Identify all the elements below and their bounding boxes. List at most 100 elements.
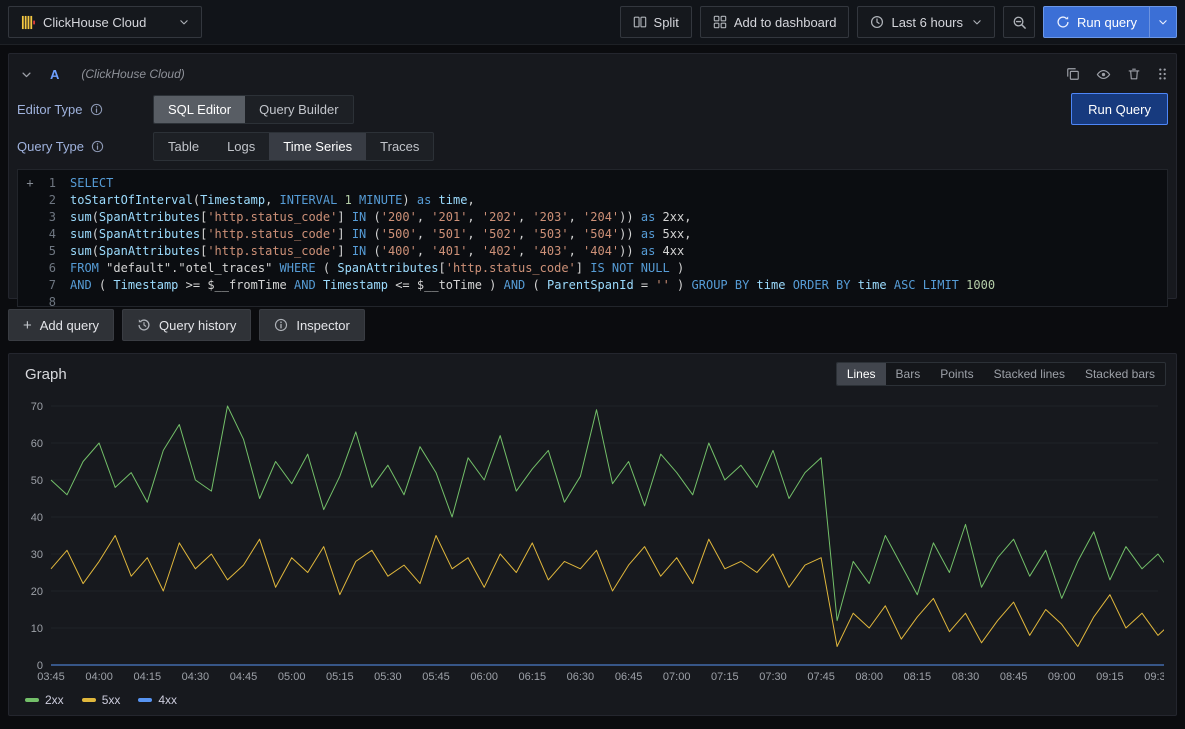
datasource-name: ClickHouse Cloud [43, 14, 147, 30]
x-tick-label: 05:15 [326, 671, 354, 683]
x-tick-label: 05:45 [422, 671, 450, 683]
zoom-out-button[interactable] [1003, 6, 1036, 38]
editor-type-query-builder[interactable]: Query Builder [259, 101, 339, 117]
query-type-logs[interactable]: Logs [227, 138, 256, 154]
x-tick-label: 06:00 [470, 671, 498, 683]
gutter-space [22, 192, 38, 209]
x-tick-label: 05:00 [278, 671, 306, 683]
datasource-picker[interactable]: ClickHouse Cloud [8, 6, 203, 38]
timeseries-chart[interactable]: 0 10 20 30 40 50 60 70 03:45 04:00 04:15 04:30 04:45… [21, 398, 1164, 687]
code-line: 7 AND ( Timestamp >= $__fromTime AND Time… [22, 277, 1161, 294]
gutter-space [22, 277, 38, 294]
line-number: 1 [48, 176, 56, 190]
line-number: 8 [48, 295, 56, 307]
collapse-chevron-icon[interactable] [17, 69, 36, 80]
x-tick-label: 08:30 [952, 671, 980, 683]
query-type-traces[interactable]: Traces [380, 138, 420, 154]
query-history-label: Query history [159, 317, 237, 333]
query-type-table[interactable]: Table [168, 138, 200, 154]
code-line: +1 SELECT [22, 175, 1161, 192]
drag-handle-icon[interactable] [1157, 67, 1168, 81]
duplicate-query-icon[interactable] [1066, 67, 1080, 81]
x-tick-label: 07:45 [807, 671, 835, 683]
editor-type-row: Editor Type SQL Editor Query Builder Run… [17, 93, 1168, 125]
editor-type-sql-editor[interactable]: SQL Editor [154, 95, 246, 123]
split-button[interactable]: Split [619, 6, 692, 38]
query-type-label: Query Type [17, 138, 84, 154]
graph-mode-stacked-lines[interactable]: Stacked lines [993, 367, 1065, 381]
line-number: 4 [48, 227, 56, 241]
graph-mode-lines[interactable]: Lines [836, 363, 886, 385]
chart-area[interactable]: 0 10 20 30 40 50 60 70 03:45 04:00 04:15 04:30 04:45… [21, 398, 1164, 687]
line-number: 3 [48, 210, 56, 224]
query-ref-id[interactable]: A [50, 66, 60, 82]
x-tick-label: 09:00 [1048, 671, 1076, 683]
gutter-space [22, 294, 38, 306]
delete-query-trash-icon[interactable] [1127, 67, 1141, 81]
time-range-label: Last 6 hours [891, 14, 964, 30]
code-line: 2 toStartOfInterval(Timestamp, INTERVAL 1… [22, 192, 1161, 209]
split-icon [633, 15, 647, 29]
graph-mode-bars[interactable]: Bars [895, 367, 921, 381]
code-text: sum(SpanAttributes['http.status_code'] I… [70, 244, 685, 258]
y-tick-label: 0 [37, 660, 43, 672]
query-type-row: Query Type Table Logs Time Series Traces [17, 130, 1168, 162]
editor-type-toggle: SQL Editor Query Builder [153, 94, 354, 124]
query-history-button[interactable]: Query history [122, 309, 252, 341]
graph-mode-selector: Lines Bars Points Stacked lines Stacked … [835, 362, 1166, 386]
code-lines: +1 SELECT 2 toStartOfInterval(Timestamp, IN… [22, 175, 1161, 307]
button-divider [1149, 7, 1150, 37]
code-text: sum(SpanAttributes['http.status_code'] I… [70, 210, 692, 224]
topbar-right: Split Add to dashboard Last 6 hours [619, 6, 1177, 38]
dashboard-grid-icon [713, 15, 727, 29]
series-line-2xx[interactable] [50, 405, 1164, 622]
run-query-main[interactable]: Run query [1044, 7, 1149, 37]
hide-query-eye-icon[interactable] [1096, 67, 1111, 82]
run-query-dropdown[interactable] [1150, 7, 1176, 37]
time-range-picker[interactable]: Last 6 hours [857, 6, 996, 38]
query-datasource-hint: (ClickHouse Cloud) [81, 67, 185, 81]
zoom-out-icon [1012, 15, 1027, 30]
editor-type-label: Editor Type [17, 101, 83, 117]
code-text: toStartOfInterval(Timestamp, INTERVAL 1 … [70, 193, 475, 207]
x-tick-label: 06:30 [567, 671, 595, 683]
panel-run-query-button[interactable]: Run Query [1071, 93, 1168, 125]
legend-label: 2xx [45, 693, 64, 707]
code-line: 8 [22, 294, 1161, 307]
x-tick-label: 09:30 [1144, 671, 1164, 683]
plus-icon: + [23, 316, 32, 334]
legend-label: 5xx [101, 693, 121, 707]
add-line-icon[interactable]: + [26, 176, 34, 190]
graph-panel: Graph Lines Bars Points Stacked lines St… [8, 353, 1177, 716]
graph-mode-points[interactable]: Points [940, 367, 974, 381]
query-type-time-series[interactable]: Time Series [269, 132, 367, 160]
x-tick-label: 04:15 [134, 671, 162, 683]
code-line: 5 sum(SpanAttributes['http.status_code'] … [22, 243, 1161, 260]
graph-mode-stacked-bars[interactable]: Stacked bars [1084, 367, 1155, 381]
line-number: 7 [48, 278, 56, 292]
clock-icon [870, 15, 884, 29]
run-query-button[interactable]: Run query [1043, 6, 1177, 38]
inspector-button[interactable]: Inspector [259, 309, 365, 341]
topbar-left: ClickHouse Cloud [8, 6, 203, 38]
info-icon [274, 318, 288, 332]
chevron-down-icon [179, 17, 189, 27]
legend-label: 4xx [158, 693, 178, 707]
legend-item-2xx[interactable]: 2xx [25, 693, 64, 707]
x-tick-label: 04:30 [182, 671, 210, 683]
x-tick-label: 06:45 [615, 671, 643, 683]
info-icon[interactable] [91, 140, 104, 153]
series-line-5xx[interactable] [50, 535, 1164, 647]
x-tick-label: 06:15 [519, 671, 547, 683]
legend-item-4xx[interactable]: 4xx [138, 693, 177, 707]
chart-legend: 2xx 5xx 4xx [25, 693, 177, 707]
legend-item-5xx[interactable]: 5xx [81, 693, 121, 707]
query-header-actions [1066, 67, 1168, 82]
add-query-label: Add query [39, 317, 100, 333]
add-to-dashboard-button[interactable]: Add to dashboard [699, 6, 850, 38]
info-icon[interactable] [90, 103, 103, 116]
sql-code-editor[interactable]: +1 SELECT 2 toStartOfInterval(Timestamp, IN… [17, 169, 1168, 307]
add-query-button[interactable]: + Add query [8, 309, 115, 341]
x-tick-label: 07:30 [759, 671, 787, 683]
inspector-label: Inspector [296, 317, 350, 333]
